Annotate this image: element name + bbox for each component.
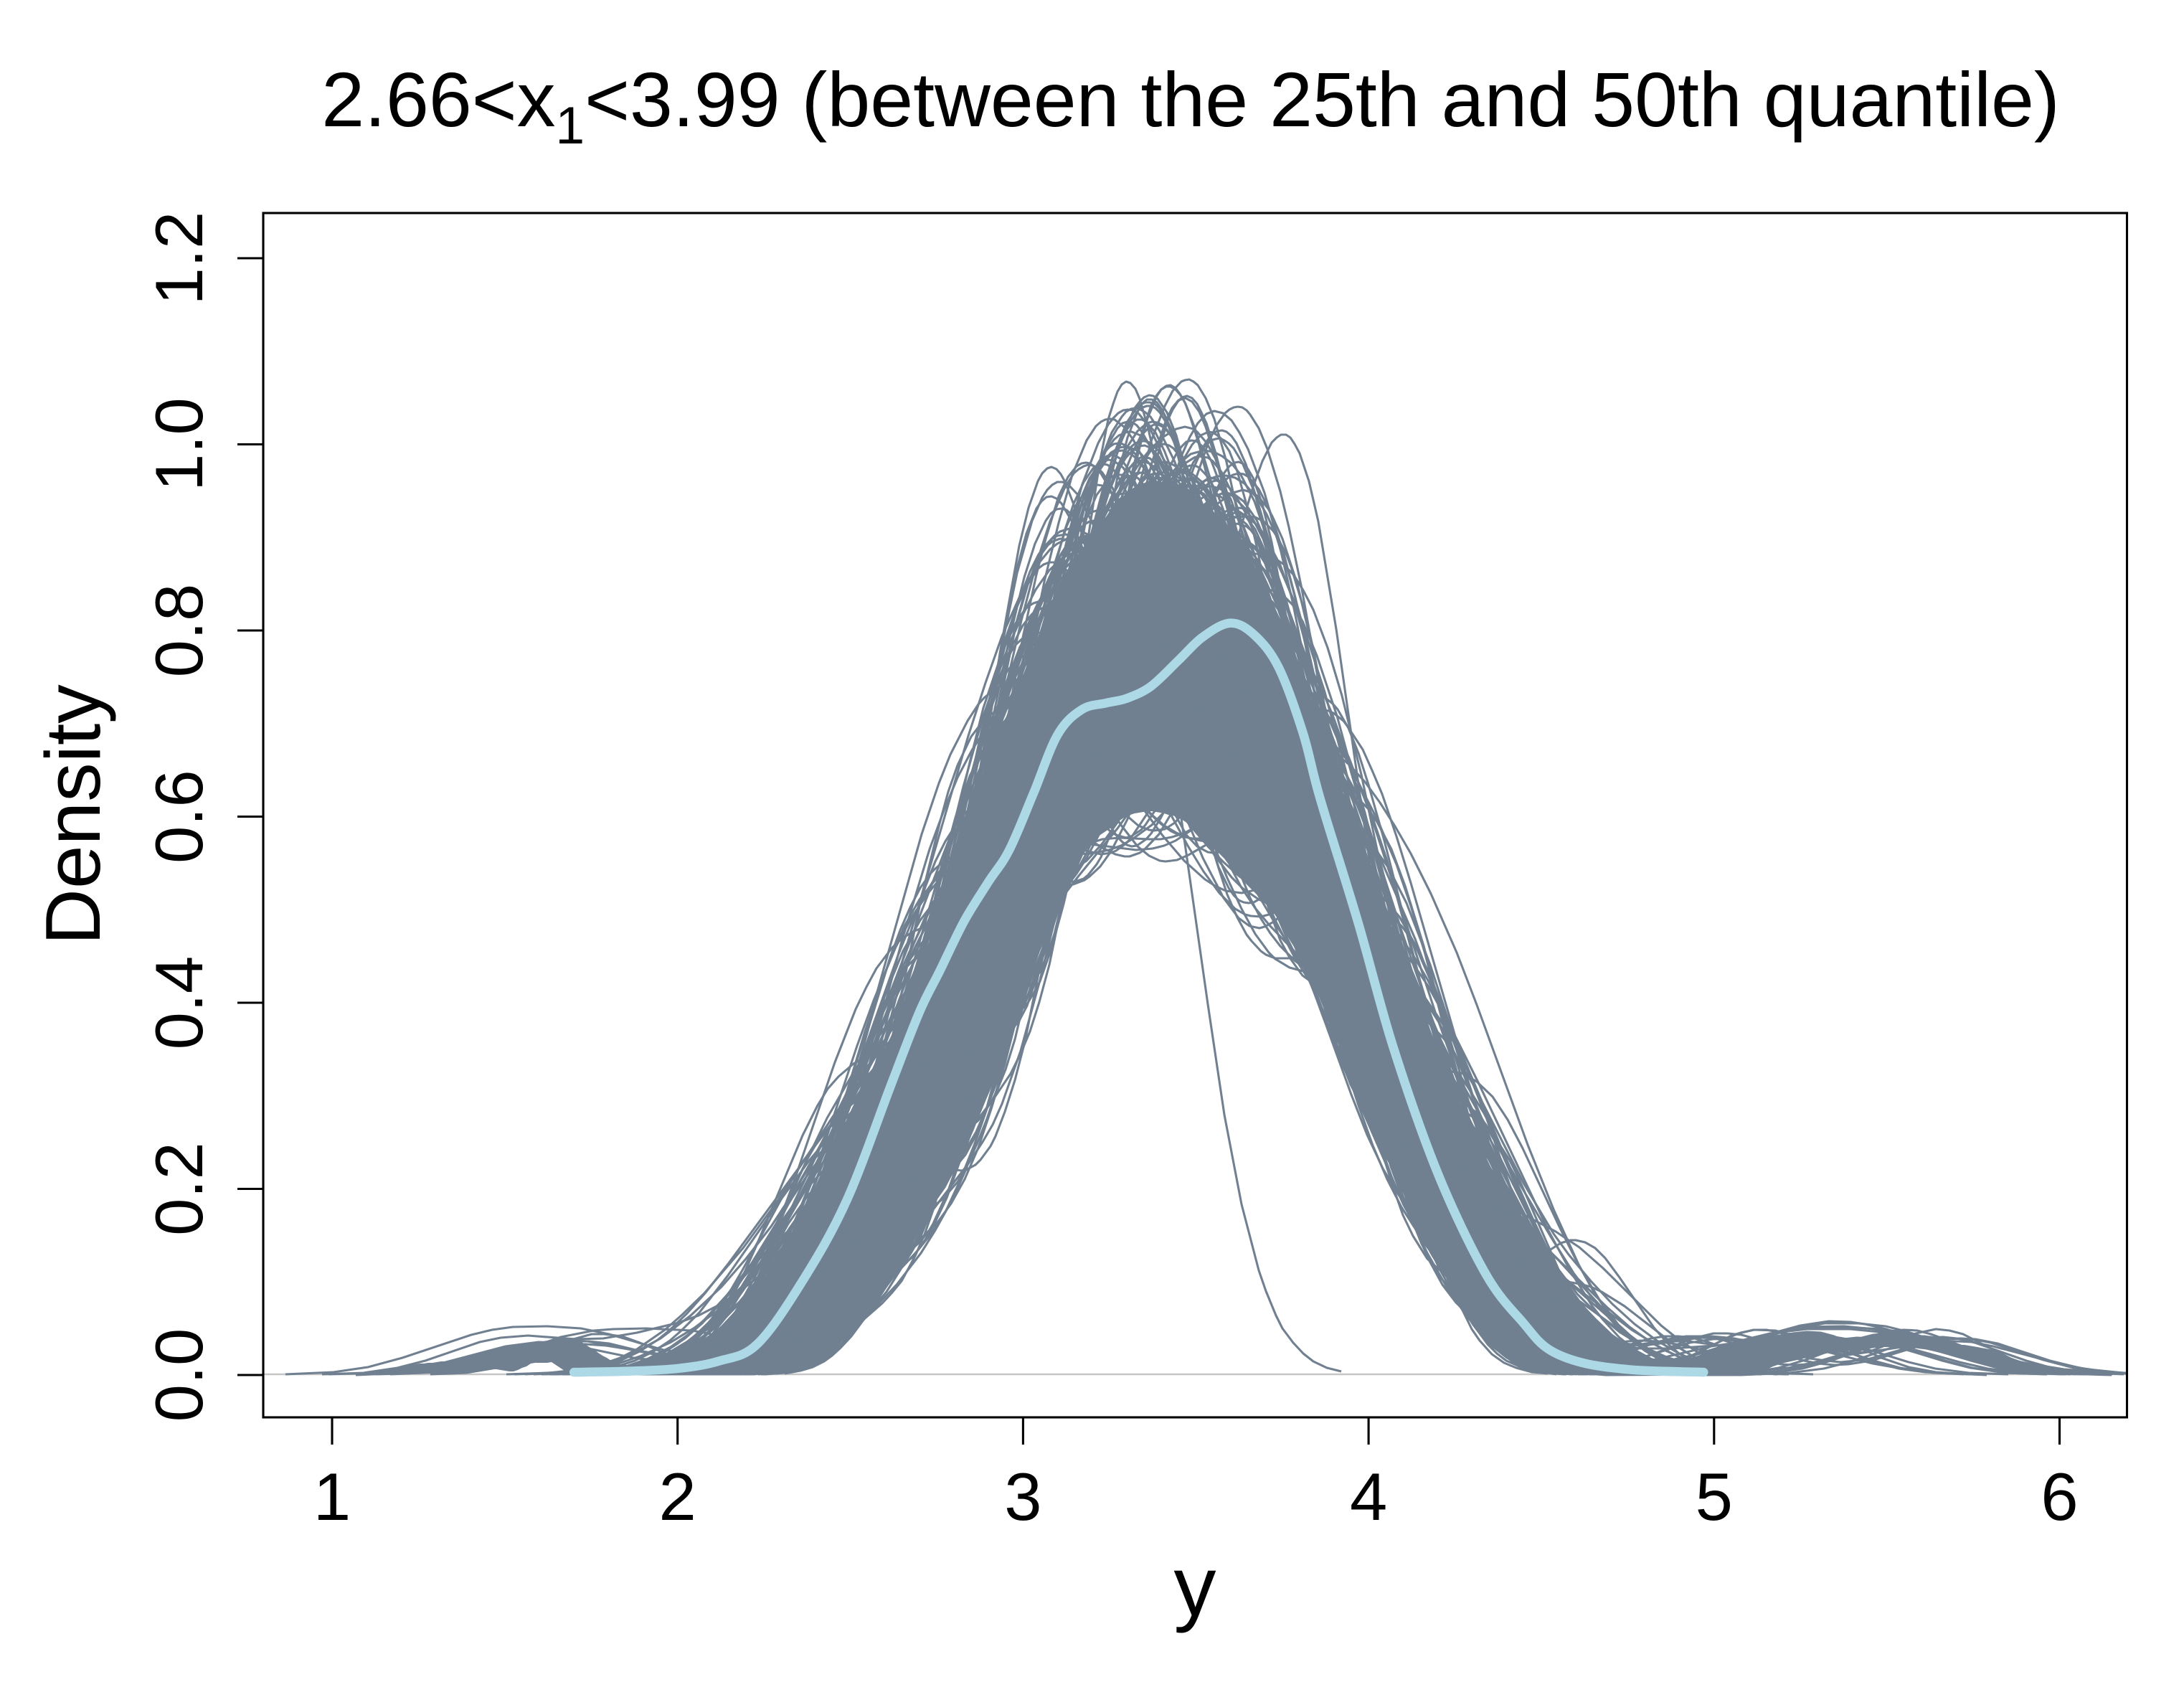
svg-text:2.66<x1<3.99 (between the 25th: 2.66<x1<3.99 (between the 25th and 50th … <box>321 57 2060 155</box>
svg-text:6: 6 <box>2041 1459 2078 1534</box>
svg-text:1.2: 1.2 <box>141 212 217 306</box>
svg-text:0.4: 0.4 <box>141 956 217 1050</box>
svg-text:1.0: 1.0 <box>141 397 217 491</box>
svg-text:0.0: 0.0 <box>141 1328 217 1422</box>
svg-text:y: y <box>1174 1539 1216 1634</box>
svg-text:0.2: 0.2 <box>141 1142 217 1236</box>
svg-text:2: 2 <box>659 1459 696 1534</box>
svg-text:5: 5 <box>1696 1459 1733 1534</box>
svg-text:0.6: 0.6 <box>141 770 217 864</box>
svg-text:4: 4 <box>1350 1459 1387 1534</box>
svg-text:1: 1 <box>313 1459 351 1534</box>
svg-text:3: 3 <box>1004 1459 1041 1534</box>
svg-text:Density: Density <box>29 684 117 945</box>
svg-text:0.8: 0.8 <box>141 584 217 678</box>
